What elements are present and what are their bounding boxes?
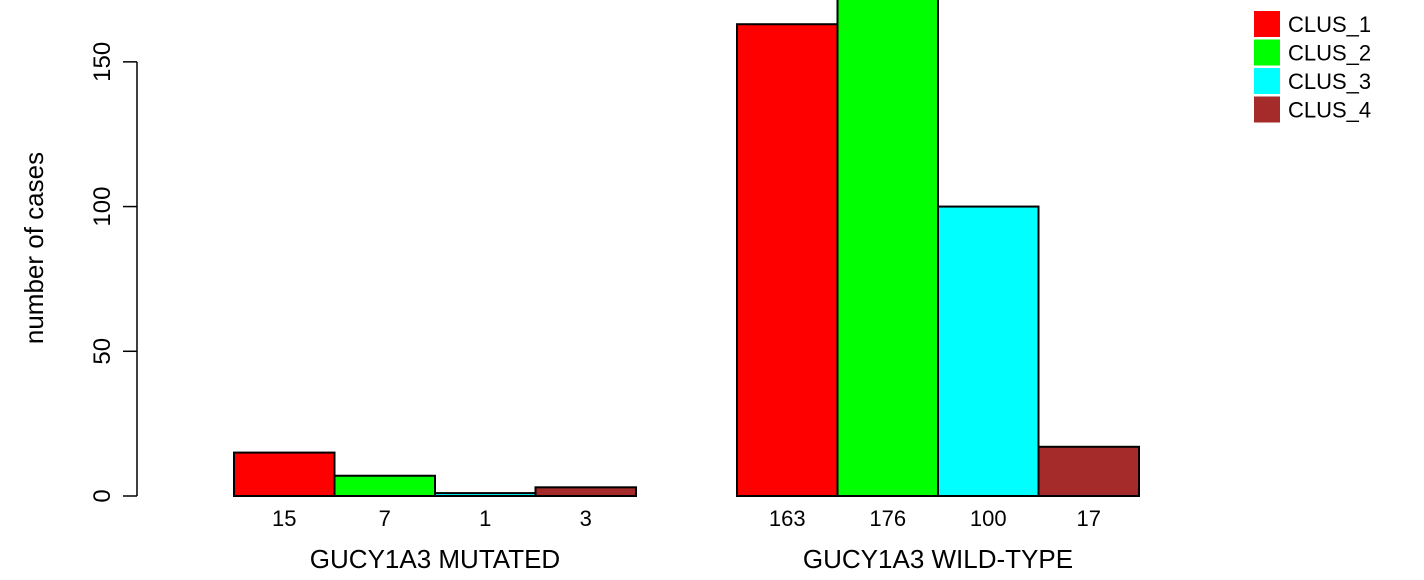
bar-count-label: 163 bbox=[769, 506, 806, 531]
legend-swatch bbox=[1254, 68, 1280, 94]
legend-swatch bbox=[1254, 96, 1280, 123]
legend: CLUS_1 CLUS_2 CLUS_3 CLUS_4 bbox=[1254, 11, 1371, 123]
y-tick-label: 0 bbox=[89, 489, 116, 502]
legend-label: CLUS_2 bbox=[1288, 41, 1371, 66]
group-label: GUCY1A3 WILD-TYPE bbox=[803, 544, 1073, 574]
bar-clus-1 bbox=[736, 23, 839, 498]
y-axis-title: number of cases bbox=[19, 152, 49, 344]
bar-clus-2 bbox=[836, 0, 939, 497]
y-tick-label: 100 bbox=[89, 187, 116, 227]
legend-label: CLUS_4 bbox=[1288, 98, 1371, 123]
legend-swatch bbox=[1254, 11, 1280, 37]
bar-clus-3 bbox=[434, 492, 537, 498]
bar-clus-4 bbox=[1037, 445, 1140, 498]
bar-clus-2 bbox=[333, 474, 436, 497]
bar-clus-4 bbox=[534, 486, 637, 498]
legend-label: CLUS_1 bbox=[1288, 12, 1371, 37]
bar-clus-1 bbox=[233, 451, 336, 498]
bar-count-label: 3 bbox=[580, 506, 592, 531]
bar-count-label: 100 bbox=[970, 506, 1007, 531]
y-axis: 0 50 100 150 bbox=[89, 42, 138, 503]
y-tick-label: 150 bbox=[89, 42, 116, 82]
bar-clus-3 bbox=[937, 205, 1040, 497]
bar-count-label: 1 bbox=[479, 506, 491, 531]
bar-count-label: 15 bbox=[272, 506, 296, 531]
y-tick-label: 50 bbox=[89, 338, 116, 365]
legend-label: CLUS_3 bbox=[1288, 69, 1371, 94]
bar-count-label: 176 bbox=[869, 506, 906, 531]
bar-count-label: 17 bbox=[1077, 506, 1101, 531]
legend-swatch bbox=[1254, 39, 1280, 66]
bar-count-label: 7 bbox=[379, 506, 391, 531]
group-label: GUCY1A3 MUTATED bbox=[310, 544, 560, 574]
